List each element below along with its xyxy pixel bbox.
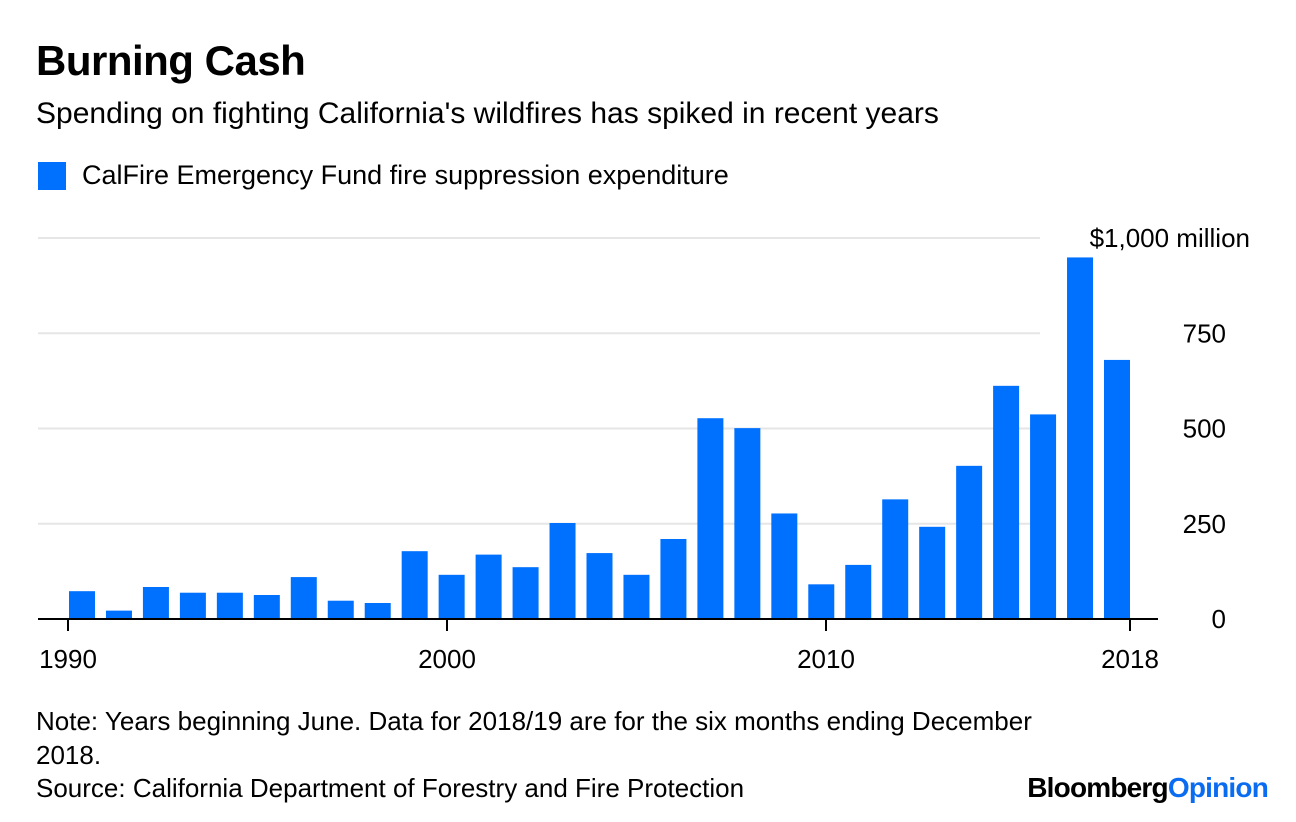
footnote: Note: Years beginning June. Data for 201… (36, 706, 1032, 770)
bar (919, 526, 946, 619)
bar (660, 538, 687, 619)
y-tick-label: 500 (1183, 414, 1226, 444)
x-tick-label: 2018 (1101, 644, 1159, 674)
chart-title: Burning Cash (36, 37, 306, 84)
bar (364, 602, 391, 619)
bar (327, 600, 354, 619)
legend: CalFire Emergency Fund fire suppression … (38, 160, 729, 191)
bar (956, 465, 983, 619)
y-tick-label: $1,000 million (1090, 223, 1250, 253)
brand-logo: BloombergOpinion (1027, 772, 1269, 804)
bar (401, 551, 428, 619)
legend-label: CalFire Emergency Fund fire suppression … (82, 160, 729, 190)
bar (549, 522, 576, 619)
brand-bloomberg: Bloomberg (1027, 772, 1168, 803)
x-tick-label: 1990 (39, 644, 97, 674)
bar (771, 513, 798, 619)
bar (623, 574, 650, 619)
source-note: Source: California Department of Forestr… (36, 773, 745, 803)
bar (179, 592, 206, 619)
bar (475, 554, 502, 619)
bar (845, 564, 872, 619)
bar (290, 577, 317, 619)
y-tick-label: 0 (1212, 604, 1226, 634)
bar (438, 574, 465, 619)
y-tick-label: 250 (1183, 509, 1226, 539)
bar (105, 610, 132, 619)
y-tick-label: 750 (1183, 318, 1226, 348)
legend-swatch (38, 161, 66, 190)
x-tick-label: 2010 (797, 644, 855, 674)
bar (253, 594, 280, 619)
x-tick-label: 2000 (418, 644, 476, 674)
bar (993, 385, 1020, 619)
bar (586, 553, 613, 619)
chart-subtitle: Spending on fighting California's wildfi… (36, 97, 939, 130)
bar (1067, 257, 1094, 619)
bar (1104, 359, 1130, 619)
bar (512, 567, 539, 619)
bar (1030, 414, 1057, 619)
bar (734, 428, 761, 619)
bar-chart: 0 250 500 750 $1,000 million 1990 2000 2010 2018 (38, 223, 1250, 674)
bar (808, 584, 835, 619)
bar (216, 592, 243, 619)
bar (697, 418, 724, 619)
bar (142, 586, 169, 619)
bar (882, 499, 909, 619)
bar (69, 591, 95, 619)
brand-opinion: Opinion (1167, 772, 1269, 803)
